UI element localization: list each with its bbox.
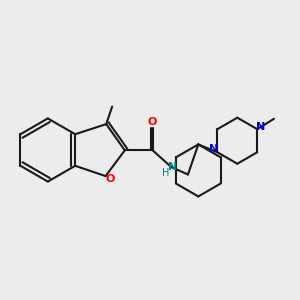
Text: N: N bbox=[256, 122, 265, 132]
Text: N: N bbox=[169, 162, 178, 172]
Text: O: O bbox=[105, 174, 115, 184]
Text: O: O bbox=[148, 118, 157, 128]
Text: N: N bbox=[209, 144, 218, 154]
Text: H: H bbox=[162, 168, 169, 178]
